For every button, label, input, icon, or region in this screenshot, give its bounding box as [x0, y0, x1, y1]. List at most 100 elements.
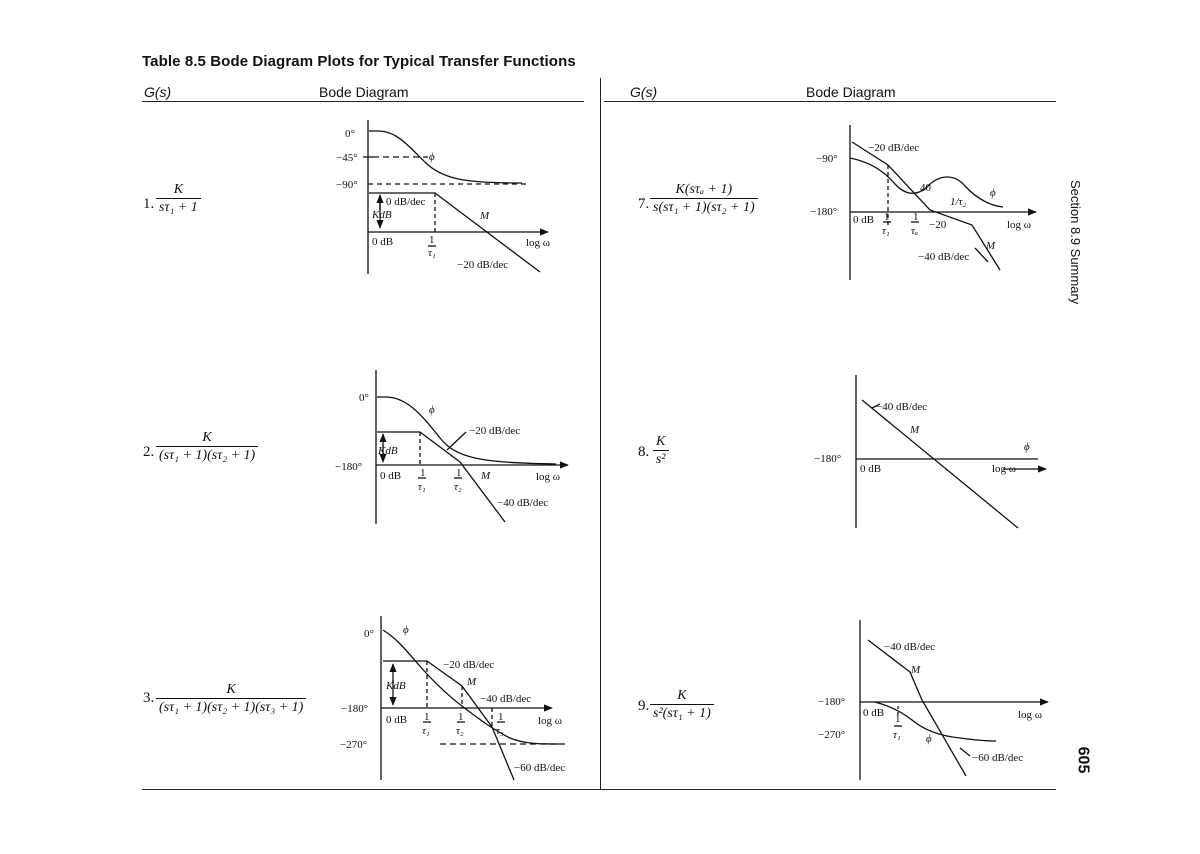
plot-2-magnitude-curve	[377, 431, 506, 523]
table-title: Table 8.5 Bode Diagram Plots for Typical…	[142, 53, 576, 70]
plot-1-label-kdb: KdB	[371, 209, 392, 221]
plot-7-label-20dbdec: −20 dB/dec	[868, 142, 919, 154]
header-left-gs: G(s)	[144, 84, 172, 100]
plot-2-label-40dbdec: −40 dB/dec	[497, 497, 548, 509]
plot-7-label-0db: 0 dB	[853, 214, 874, 226]
plot-2-label-kdb: KdB	[377, 445, 398, 457]
plot-9-phase-curve	[874, 701, 997, 742]
row-2-transfer-function: K (sτ₁ + 1)(sτ₂ + 1)	[156, 430, 259, 464]
plot-2-label-m: M	[480, 470, 491, 482]
plot-3-phase-curve	[382, 629, 561, 745]
plot-8-magnitude-line	[861, 399, 1019, 529]
plot-8-label-phi: ϕ	[1024, 441, 1030, 453]
plot-7-label-40: 40	[920, 182, 932, 194]
row-3-transfer-function: K (sτ₁ + 1)(sτ₂ + 1)(sτ₃ + 1)	[156, 682, 307, 716]
plot-3-label-one-2: 1	[458, 711, 464, 723]
plot-8-label-m: M	[909, 424, 920, 436]
plot-7-magnitude-curve	[851, 141, 1001, 271]
plot-9-label-m180deg: −180°	[818, 696, 845, 708]
row-7-denominator: s(sτ₁ + 1)(sτ₂ + 1)	[650, 198, 758, 216]
plot-8-label-logw: log ω	[992, 463, 1016, 475]
bottom-rule	[142, 789, 1056, 790]
plot-2-label-phi: ϕ	[429, 404, 435, 416]
row-8-denominator: s²	[652, 450, 669, 468]
row-9-transfer-function: K s²(sτ₁ + 1)	[650, 688, 714, 722]
plot-9-label-tau1: τ₁	[893, 729, 901, 741]
plot-2-phase-curve	[377, 396, 557, 465]
row-9-numerator: K	[677, 688, 687, 703]
plot-3-label-tau2: τ₂	[456, 725, 464, 737]
plot-1-label-0deg: 0°	[345, 128, 355, 140]
plot-7-label-40dbdec: −40 dB/dec	[918, 251, 969, 263]
plot-1-label-m90deg: −90°	[336, 179, 358, 191]
row-9-denominator: s²(sτ₁ + 1)	[650, 704, 714, 722]
plot-8-label-m180deg: −180°	[814, 453, 841, 465]
plot-3-label-tau3: τ₃	[496, 725, 504, 737]
row-3-index: 3.	[143, 690, 155, 706]
row-2-numerator: K	[202, 430, 212, 445]
plot-1-label-0dbdec: 0 dB/dec	[386, 196, 426, 208]
plot-2	[375, 370, 569, 524]
plot-9-label-0db: 0 dB	[863, 707, 884, 719]
plot-1-label-m: M	[479, 210, 490, 222]
plot-9-label-40dbdec: −40 dB/dec	[884, 641, 935, 653]
plot-9-magnitude-curve	[867, 639, 967, 777]
plot-1-label-m45deg: −45°	[336, 152, 358, 164]
plot-3-label-m270deg: −270°	[340, 739, 367, 751]
plot-3-label-phi: ϕ	[403, 624, 409, 636]
row-3-denominator: (sτ₁ + 1)(sτ₂ + 1)(sτ₃ + 1)	[156, 698, 307, 716]
row-2-denominator: (sτ₁ + 1)(sτ₂ + 1)	[156, 446, 259, 464]
plot-1-label-0db: 0 dB	[372, 236, 393, 248]
plot-3-label-0db: 0 dB	[386, 714, 407, 726]
plot-1-label-phi: ϕ	[429, 151, 435, 163]
row-1-numerator: K	[173, 182, 184, 197]
row-1-index: 1.	[143, 196, 155, 212]
plot-2-label-logw: log ω	[536, 471, 560, 483]
header-right-bode: Bode Diagram	[806, 84, 896, 100]
plot-7-label-inv-tau2: 1/τ₂	[950, 196, 966, 208]
row-7-transfer-function: K(sτₐ + 1) s(sτ₁ + 1)(sτ₂ + 1)	[650, 182, 758, 216]
plot-8	[855, 375, 1047, 529]
plot-7-label-one-a: 1	[913, 211, 919, 223]
plot-3-label-m: M	[466, 676, 477, 688]
row-8-transfer-function: K s²	[652, 434, 669, 468]
plot-3-label-tau1: τ₁	[422, 725, 430, 737]
plot-1	[363, 120, 549, 274]
plot-2-label-20dbdec: −20 dB/dec	[469, 425, 520, 437]
plot-3-label-60dbdec: −60 dB/dec	[514, 762, 565, 774]
row-9-index: 9.	[638, 698, 650, 714]
plot-2-label-0deg: 0°	[359, 392, 369, 404]
plot-8-leader-40	[871, 403, 881, 409]
plot-9-label-m270deg: −270°	[818, 729, 845, 741]
row-3-numerator: K	[226, 682, 236, 697]
row-8-numerator: K	[656, 434, 666, 449]
plot-1-label-one: 1	[429, 234, 435, 246]
plot-7-label-m180deg: −180°	[810, 206, 837, 218]
plot-3	[380, 616, 565, 781]
header-left-bode: Bode Diagram	[319, 84, 409, 100]
plot-7-phase-curve	[849, 157, 1004, 208]
plot-3-label-one-3: 1	[498, 711, 504, 723]
header-rule-right	[604, 101, 1056, 102]
column-divider	[600, 78, 601, 790]
plot-1-label-tau1: τ₁	[428, 247, 436, 259]
plot-2-label-one-2: 1	[456, 467, 462, 479]
plot-3-label-20dbdec: −20 dB/dec	[443, 659, 494, 671]
plot-7-label-logw: log ω	[1007, 219, 1031, 231]
plot-7-label-m20: −20	[929, 219, 947, 231]
plot-3-label-40dbdec: −40 dB/dec	[480, 693, 531, 705]
plot-9-leader-60	[959, 747, 971, 757]
plot-3-label-m180deg: −180°	[341, 703, 368, 715]
plot-3-label-0deg: 0°	[364, 628, 374, 640]
row-7-index: 7.	[638, 196, 650, 212]
plot-2-label-tau2: τ₂	[454, 481, 462, 493]
header-right-gs: G(s)	[630, 84, 658, 100]
plot-7-label-m: M	[985, 240, 996, 252]
plot-3-label-one-1: 1	[424, 711, 430, 723]
plot-1-label-logw: log ω	[526, 237, 550, 249]
plot-7-label-one-1: 1	[884, 211, 890, 223]
plot-7	[849, 125, 1037, 280]
plot-8-label-0db: 0 dB	[860, 463, 881, 475]
plot-7-label-phi: ϕ	[990, 187, 996, 199]
